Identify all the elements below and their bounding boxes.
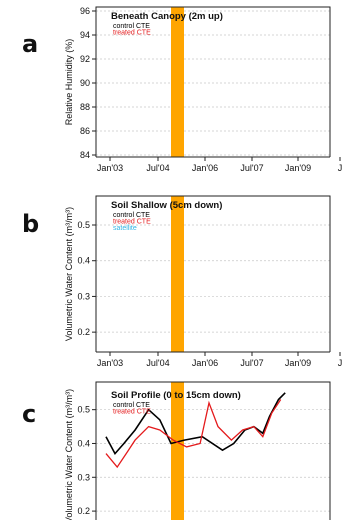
legend-entry: control CTE bbox=[113, 402, 150, 409]
x-tick-label: Jul'04 bbox=[146, 163, 169, 173]
y-tick-label: 0.3 bbox=[77, 291, 90, 301]
y-tick-label: 0.5 bbox=[77, 220, 90, 230]
treatment-band bbox=[171, 196, 184, 352]
y-tick-label: 90 bbox=[80, 78, 90, 88]
x-tick-label: Jan'06 bbox=[192, 163, 218, 173]
plot-frame bbox=[95, 381, 331, 520]
x-tick-label: Jul'04 bbox=[146, 358, 169, 368]
panel-b: b 0.2 0.3 0.4 0.5 Jan'03 Jul'04 Jan'06 Jul'07 Jan… bbox=[22, 195, 343, 368]
panel-title: Soil Shallow (5cm down) bbox=[111, 200, 222, 211]
x-tick-label: Jul'07 bbox=[240, 163, 263, 173]
legend-entry: treated CTE bbox=[113, 219, 151, 226]
y-tick-label: 0.3 bbox=[77, 472, 90, 482]
x-tick-label: Jan'03 bbox=[97, 163, 123, 173]
y-axis-title: Volumetric Water Content (m³/m³) bbox=[64, 389, 74, 520]
panel-title: Beneath Canopy (2m up) bbox=[111, 11, 223, 22]
y-tick-label: 86 bbox=[80, 126, 90, 136]
treatment-band bbox=[171, 7, 184, 157]
y-tick-label: 0.2 bbox=[77, 327, 90, 337]
panel-letter: c bbox=[22, 400, 36, 428]
series-line-control bbox=[105, 392, 286, 455]
y-tick-label: 0.5 bbox=[77, 405, 90, 415]
legend-entry: control CTE bbox=[113, 212, 150, 219]
x-tick-label: J bbox=[338, 358, 343, 368]
y-axis-title: Volumetric Water Content (m³/m³) bbox=[64, 207, 74, 341]
treatment-band bbox=[171, 382, 184, 520]
y-tick-label: 0.4 bbox=[77, 438, 90, 448]
legend-entry: treated CTE bbox=[113, 30, 151, 37]
panel-title: Soil Profile (0 to 15cm down) bbox=[111, 390, 241, 401]
y-tick-label: 0.2 bbox=[77, 506, 90, 516]
legend-entry: satellite bbox=[113, 225, 137, 232]
plot-frame bbox=[95, 6, 331, 157]
plot-frame bbox=[95, 195, 331, 352]
y-tick-label: 88 bbox=[80, 102, 90, 112]
panel-letter: a bbox=[22, 30, 38, 58]
y-tick-label: 92 bbox=[80, 54, 90, 64]
x-tick-label: Jan'09 bbox=[285, 358, 311, 368]
x-tick-label: Jan'03 bbox=[97, 358, 123, 368]
y-axis-title: Relative Humidity (%) bbox=[64, 39, 74, 126]
chart-panels: a 84 86 88 90 92 94 96 Jan'03 Jul'04 Jan'06 Jul'07 J… bbox=[22, 6, 342, 520]
legend-entry: treated CTE bbox=[113, 409, 151, 416]
x-tick-label: J bbox=[338, 163, 343, 173]
y-tick-label: 84 bbox=[80, 150, 90, 160]
panel-a: a 84 86 88 90 92 94 96 Jan'03 Jul'04 Jan'06 Jul'07 J… bbox=[22, 6, 342, 173]
legend-entry: control CTE bbox=[113, 23, 150, 30]
x-tick-label: Jul'07 bbox=[240, 358, 263, 368]
series-line-treated bbox=[105, 399, 282, 469]
y-tick-label: 96 bbox=[80, 6, 90, 16]
y-tick-label: 0.4 bbox=[77, 256, 90, 266]
x-tick-label: Jan'06 bbox=[192, 358, 218, 368]
x-tick-label: Jan'09 bbox=[285, 163, 311, 173]
panel-letter: b bbox=[22, 210, 39, 238]
y-tick-label: 94 bbox=[80, 30, 90, 40]
